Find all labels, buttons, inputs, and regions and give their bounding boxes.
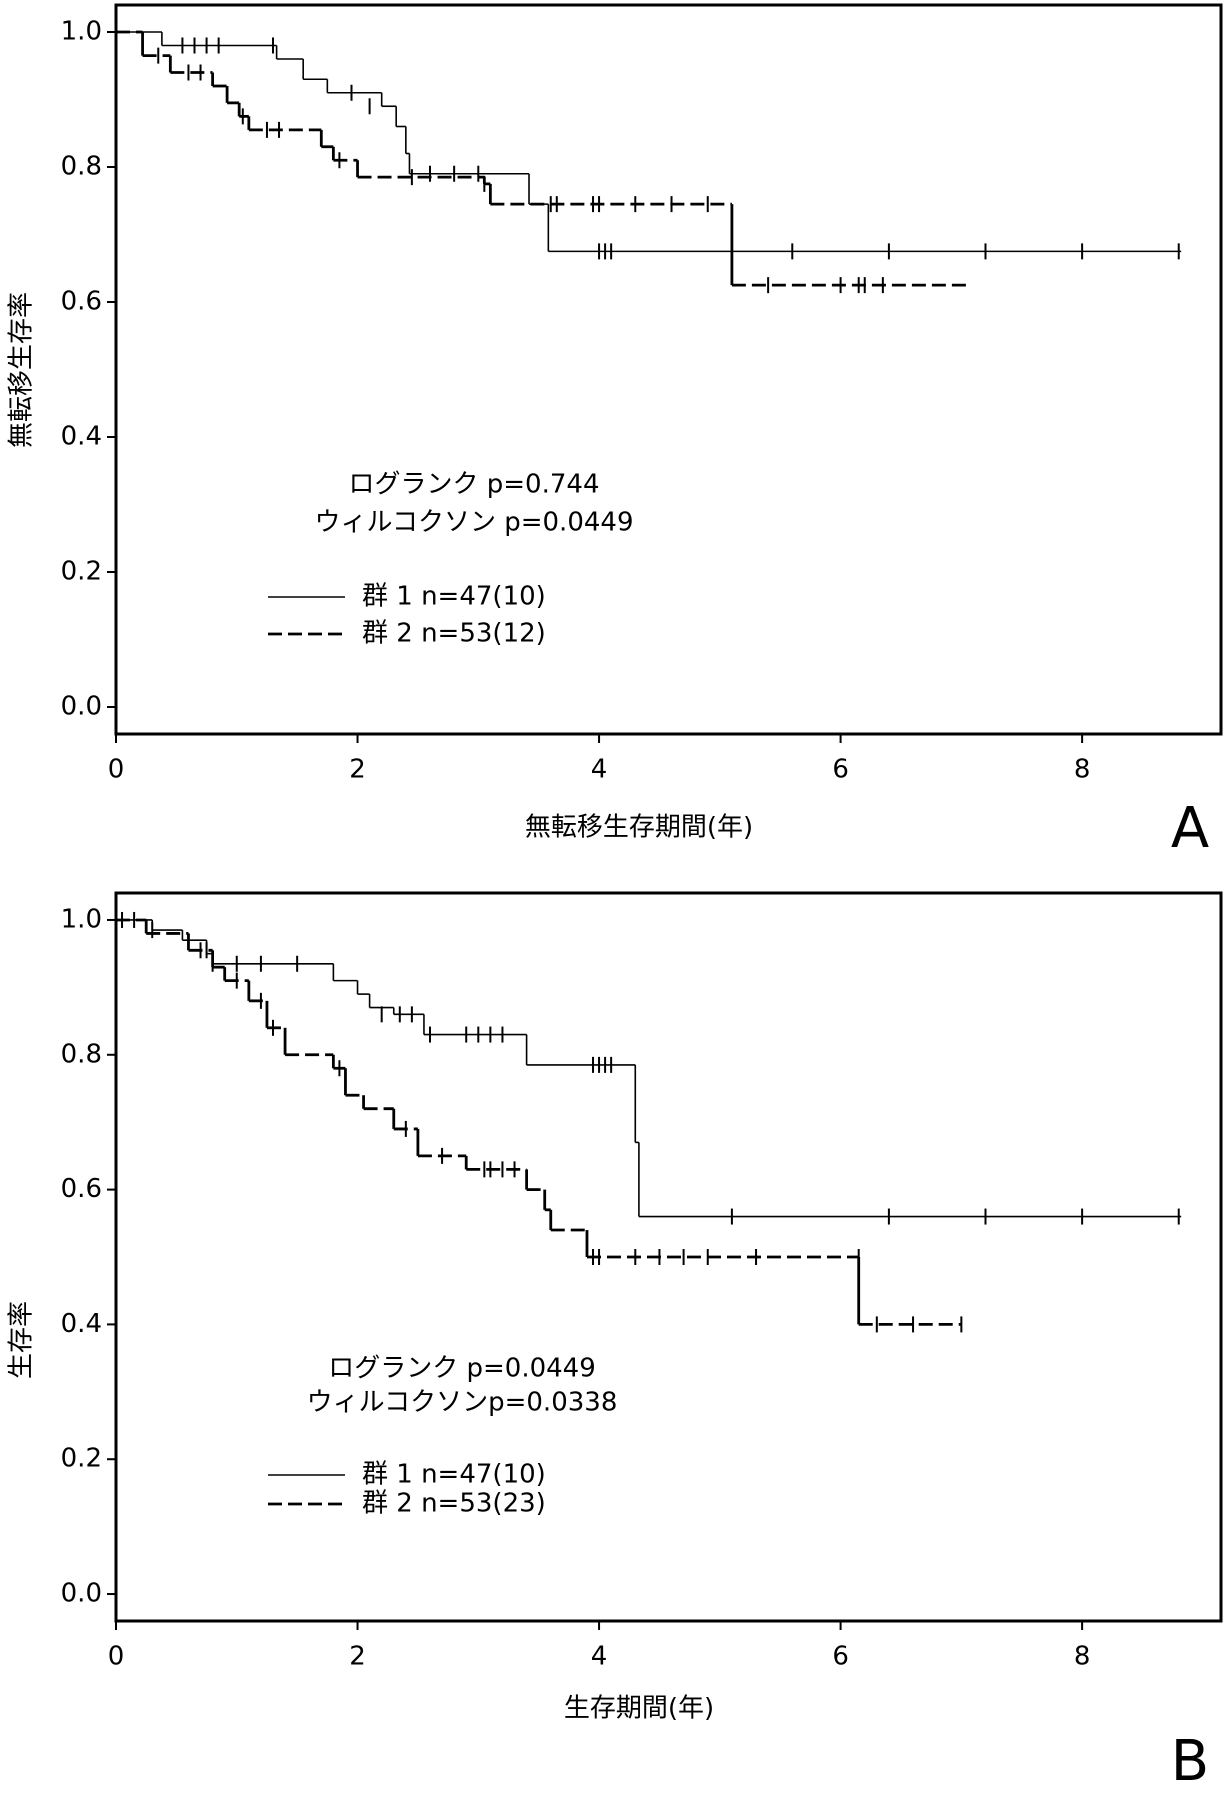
panel: 0 2 4 6 8 0.0 0.2 0.4 0.6 0.8 1.0 生存期間(年) 生存率 B ログランク … [7,893,1222,1794]
legend-label: 群 2 n=53(12) [362,619,546,649]
legend-label: 群 1 n=47(10) [362,1460,546,1490]
y-tick-label: 0.2 [61,557,102,587]
x-axis-label: 生存期間(年) [564,1694,714,1724]
y-tick-label: 0.2 [61,1444,102,1474]
y-tick-label: 0.0 [61,1579,102,1609]
x-tick-label: 6 [832,1642,849,1672]
x-tick-label: 0 [108,755,125,785]
x-tick-label: 2 [349,1642,366,1672]
annotation: ウィルコクソンp=0.0338 [307,1388,618,1418]
y-tick-label: 0.4 [61,422,102,452]
panel-label: A [1171,796,1209,861]
y-tick-label: 0.4 [61,1309,102,1339]
y-tick-label: 0.0 [61,692,102,722]
x-tick-label: 8 [1074,1642,1091,1672]
annotation: ログランク p=0.0449 [328,1354,596,1384]
x-tick-label: 4 [591,1642,608,1672]
x-axis-label: 無転移生存期間(年) [525,813,753,843]
y-tick-label: 0.6 [61,1174,102,1204]
x-tick-label: 2 [349,755,366,785]
annotation: ウィルコクソン p=0.0449 [314,508,633,538]
y-tick-label: 0.8 [61,1039,102,1069]
y-tick-label: 0.6 [61,287,102,317]
y-tick-label: 1.0 [61,17,102,47]
x-tick-label: 0 [108,1642,125,1672]
y-tick-label: 0.8 [61,152,102,182]
y-axis-label: 生存率 [7,1301,37,1379]
x-tick-label: 8 [1074,755,1091,785]
y-tick-label: 1.0 [61,904,102,934]
x-tick-label: 6 [832,755,849,785]
legend-label: 群 2 n=53(23) [362,1489,546,1519]
panel-label: B [1171,1729,1209,1794]
legend-label: 群 1 n=47(10) [362,582,546,612]
annotation: ログランク p=0.744 [349,470,600,500]
plot-frame [116,5,1221,734]
y-axis-label: 無転移生存率 [7,292,37,448]
panel: 0 2 4 6 8 0.0 0.2 0.4 0.6 0.8 1.0 無転移生存期間(年) 無転移生存率 A… [7,5,1222,861]
x-tick-label: 4 [591,755,608,785]
